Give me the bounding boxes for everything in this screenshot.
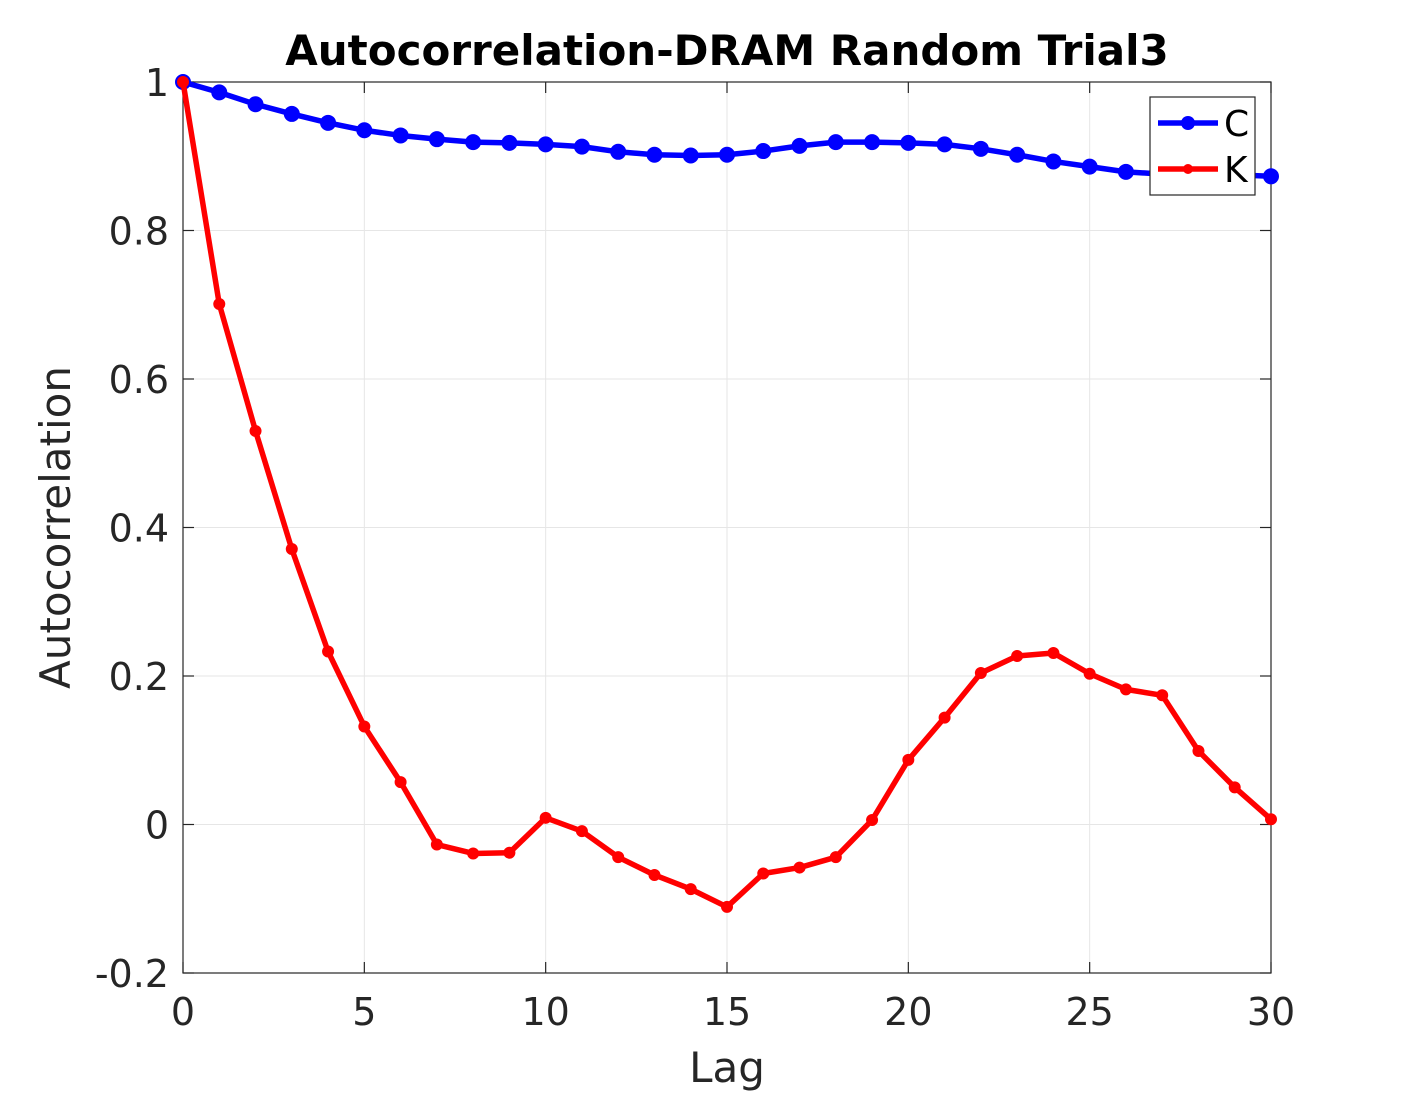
data-point-K bbox=[974, 667, 987, 680]
data-point-C bbox=[356, 122, 373, 139]
x-tick-label: 5 bbox=[352, 990, 376, 1034]
x-axis-label: Lag bbox=[689, 1043, 765, 1092]
data-point-C bbox=[573, 138, 590, 155]
data-point-C bbox=[320, 114, 337, 131]
legend-label: K bbox=[1224, 150, 1249, 191]
data-point-K bbox=[1228, 781, 1241, 794]
data-point-K bbox=[358, 720, 371, 733]
data-point-C bbox=[646, 146, 663, 163]
data-point-K bbox=[575, 825, 588, 838]
y-tick-label: -0.2 bbox=[95, 952, 169, 996]
x-tick-label: 20 bbox=[884, 990, 932, 1034]
data-point-K bbox=[1047, 646, 1060, 659]
data-point-K bbox=[902, 753, 915, 766]
y-tick-label: 0.6 bbox=[109, 358, 169, 402]
data-point-K bbox=[285, 543, 298, 556]
data-point-C bbox=[501, 134, 518, 151]
y-tick-label: 0 bbox=[145, 804, 169, 848]
legend-item-C: C bbox=[1158, 104, 1249, 145]
data-point-C bbox=[465, 134, 482, 151]
legend-swatch-marker bbox=[1181, 116, 1195, 130]
x-tick-label: 30 bbox=[1247, 990, 1295, 1034]
data-point-K bbox=[721, 900, 733, 913]
data-point-C bbox=[791, 137, 808, 154]
x-tick-label: 15 bbox=[703, 990, 751, 1034]
data-point-K bbox=[177, 76, 189, 88]
data-point-K bbox=[938, 711, 951, 724]
x-tick-label: 0 bbox=[171, 990, 195, 1034]
data-point-C bbox=[1081, 158, 1098, 175]
y-tick-label: 0.4 bbox=[109, 507, 169, 551]
axis-layer: 0 5 10 15 20 25 30-0.200.20.40.60.81 bbox=[95, 61, 1295, 1034]
data-point-K bbox=[757, 867, 770, 880]
data-point-K bbox=[1083, 667, 1096, 680]
data-point-C bbox=[247, 96, 264, 113]
legend-item-K: K bbox=[1158, 150, 1249, 191]
data-point-C bbox=[755, 143, 772, 160]
data-point-C bbox=[428, 131, 445, 148]
data-point-C bbox=[610, 143, 627, 160]
data-point-C bbox=[537, 136, 554, 153]
legend-box bbox=[1149, 96, 1256, 196]
data-point-C bbox=[1117, 163, 1134, 180]
data-point-C bbox=[936, 136, 953, 153]
data-point-K bbox=[213, 298, 226, 311]
data-point-K bbox=[539, 811, 552, 824]
data-point-C bbox=[1263, 168, 1279, 185]
data-point-K bbox=[1265, 813, 1277, 826]
data-point-K bbox=[612, 851, 625, 864]
data-point-K bbox=[684, 883, 697, 896]
y-axis-label: Autocorrelation bbox=[31, 366, 80, 689]
data-point-K bbox=[1011, 649, 1024, 662]
data-point-C bbox=[1009, 146, 1026, 163]
data-point-K bbox=[793, 861, 806, 874]
data-point-K bbox=[1119, 683, 1132, 696]
data-point-C bbox=[864, 134, 881, 151]
legend: CK bbox=[1149, 96, 1256, 196]
data-point-K bbox=[866, 814, 879, 827]
data-point-C bbox=[900, 134, 917, 151]
data-point-C bbox=[719, 146, 735, 163]
data-point-K bbox=[394, 776, 407, 789]
data-point-K bbox=[648, 868, 661, 881]
y-tick-label: 1 bbox=[145, 61, 169, 105]
data-point-K bbox=[829, 851, 842, 864]
data-point-K bbox=[430, 838, 443, 851]
data-point-C bbox=[1045, 153, 1062, 170]
chart-title: Autocorrelation-DRAM Random Trial3 bbox=[285, 26, 1169, 75]
data-point-C bbox=[682, 147, 699, 164]
y-tick-label: 0.2 bbox=[109, 655, 169, 699]
data-point-C bbox=[827, 134, 844, 151]
data-point-K bbox=[1192, 744, 1205, 757]
legend-label: C bbox=[1224, 104, 1249, 145]
data-point-C bbox=[283, 105, 300, 122]
data-point-C bbox=[392, 127, 409, 144]
data-point-K bbox=[322, 645, 335, 658]
data-point-K bbox=[467, 847, 480, 860]
legend-swatch-marker bbox=[1183, 164, 1193, 174]
y-tick-label: 0.8 bbox=[109, 210, 169, 254]
x-tick-label: 10 bbox=[521, 990, 569, 1034]
data-point-K bbox=[1156, 689, 1169, 702]
series-K bbox=[177, 76, 1277, 913]
data-point-K bbox=[249, 424, 262, 437]
x-tick-label: 25 bbox=[1065, 990, 1113, 1034]
data-point-C bbox=[211, 84, 228, 101]
data-point-K bbox=[503, 846, 516, 859]
data-point-C bbox=[972, 140, 989, 157]
